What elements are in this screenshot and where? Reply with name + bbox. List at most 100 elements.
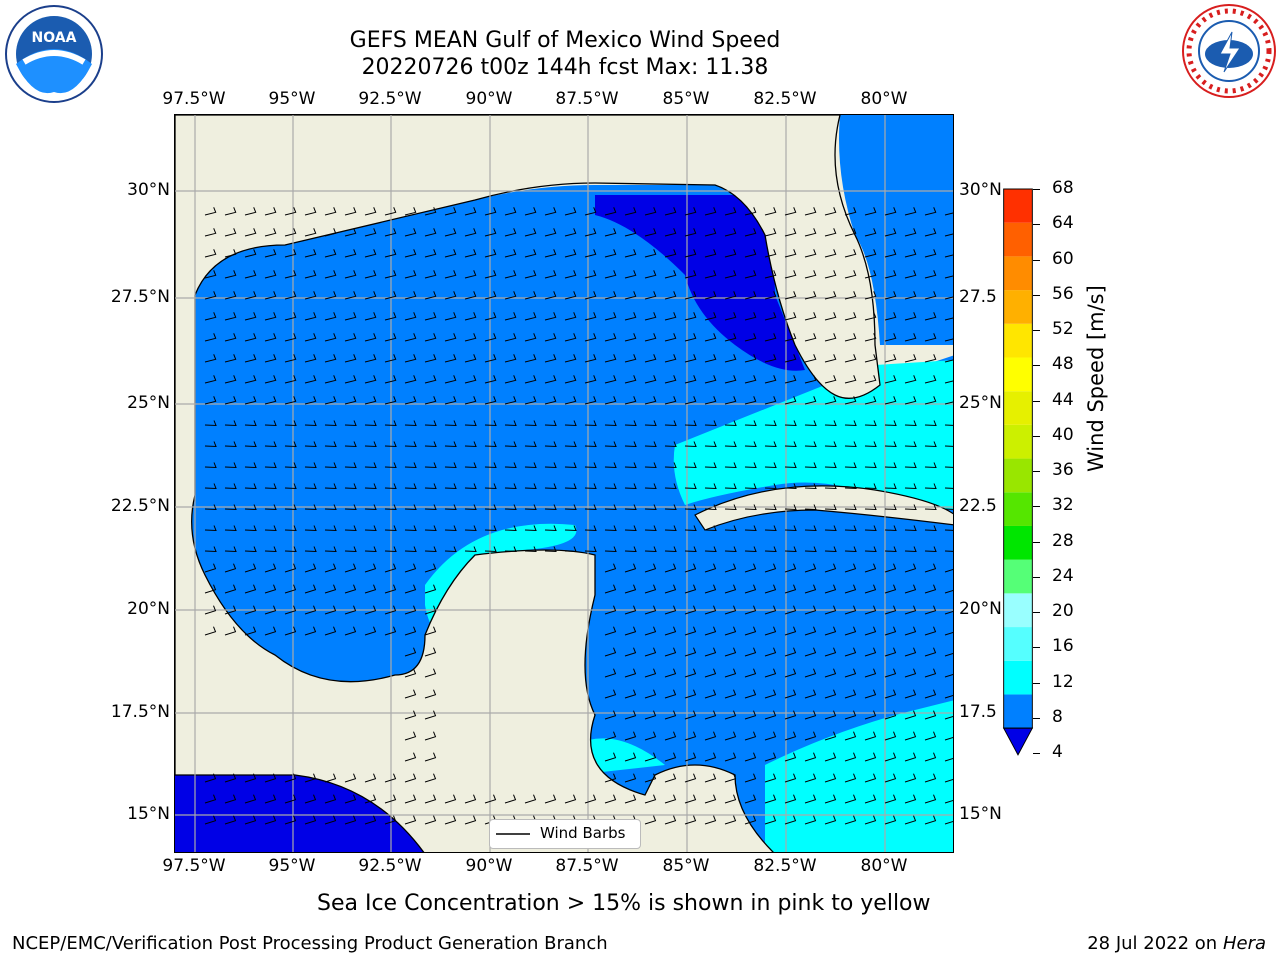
- lon-tick-top: 87.5°W: [555, 89, 619, 109]
- wind-barb: [464, 525, 477, 532]
- wind-barb: [704, 333, 717, 342]
- wind-barb: [564, 270, 577, 279]
- wind-barb: [404, 689, 417, 699]
- wind-barb: [304, 228, 317, 237]
- wind-barb: [644, 375, 657, 384]
- lon-tick-top: 85°W: [662, 89, 710, 109]
- lat-tick-left: 25°N: [127, 393, 170, 413]
- wind-barb: [424, 291, 437, 300]
- lon-tick-bottom: 92.5°W: [358, 856, 422, 876]
- wind-barb: [584, 249, 597, 258]
- wind-barb: [344, 396, 357, 405]
- yucatan-wind-field: [425, 523, 577, 645]
- wind-barb: [244, 249, 257, 258]
- wind-barb: [564, 228, 577, 237]
- wind-barb: [844, 647, 857, 657]
- wind-barb: [904, 752, 917, 762]
- wind-barb: [644, 584, 657, 594]
- wind-barb: [464, 441, 477, 448]
- atlantic-wind-field: [839, 115, 953, 345]
- wind-barb: [224, 441, 237, 448]
- wind-barb: [644, 605, 657, 615]
- wind-barb: [524, 504, 537, 511]
- wind-barb: [944, 778, 953, 783]
- wind-barb: [784, 689, 797, 699]
- wind-barb: [804, 270, 817, 279]
- wind-barb: [904, 375, 917, 384]
- wind-barb: [404, 228, 417, 237]
- wind-barb: [564, 441, 577, 448]
- wind-barb: [504, 354, 517, 363]
- wind-barb: [884, 270, 897, 279]
- wind-barb: [844, 563, 857, 573]
- wind-barb: [204, 354, 217, 363]
- wind-barb: [264, 441, 277, 448]
- wind-barb: [824, 773, 837, 783]
- wind-barb: [764, 375, 777, 384]
- wind-barb: [684, 815, 697, 825]
- wind-barb: [304, 462, 317, 469]
- wind-barb: [784, 312, 797, 321]
- wind-barb: [724, 710, 737, 720]
- wind-barb: [844, 333, 857, 342]
- wind-barb: [284, 525, 297, 532]
- wind-barb: [404, 354, 417, 363]
- wind-barb: [404, 605, 417, 615]
- wind-barb: [684, 228, 697, 237]
- wind-barb: [404, 731, 417, 741]
- wind-barb: [784, 420, 797, 427]
- wind-barb: [384, 375, 397, 384]
- wind-barb: [284, 563, 297, 573]
- wind-barb: [384, 504, 397, 511]
- wind-barb: [844, 291, 857, 300]
- wind-barb: [884, 546, 897, 553]
- wind-barb: [224, 228, 237, 237]
- wind-barb: [844, 375, 857, 384]
- lon-tick-bottom: 87.5°W: [555, 856, 619, 876]
- wind-barb: [664, 752, 677, 762]
- wind-barb: [784, 815, 797, 825]
- wind-barb: [304, 375, 317, 384]
- wind-barb: [424, 462, 437, 469]
- wind-barb: [604, 483, 617, 490]
- wind-barb: [664, 249, 677, 258]
- wind-barb: [484, 794, 497, 804]
- wind-barb: [904, 270, 917, 279]
- wind-barb: [224, 249, 237, 258]
- wind-barb: [524, 354, 537, 363]
- colorbar-tick-label: 68: [1052, 178, 1074, 198]
- wind-barb: [864, 504, 877, 511]
- wind-barb: [624, 752, 637, 762]
- wind-barb: [484, 312, 497, 321]
- wind-barb: [844, 228, 857, 237]
- wind-barb: [784, 207, 797, 216]
- wind-barb: [824, 441, 837, 448]
- wind-barb: [624, 546, 637, 553]
- wind-barb: [304, 504, 317, 511]
- wind-barb: [544, 462, 557, 469]
- wind-barb: [724, 354, 737, 363]
- wind-barb: [644, 626, 657, 636]
- wind-barb: [744, 752, 757, 762]
- wind-barb: [744, 207, 757, 216]
- wind-barb: [804, 546, 817, 553]
- wind-barb: [764, 354, 777, 363]
- wind-barb: [464, 420, 477, 427]
- wind-barb: [364, 249, 377, 258]
- colorbar-tick-label: 52: [1052, 319, 1074, 339]
- wind-barb: [644, 504, 657, 511]
- wind-barb: [224, 546, 237, 553]
- wind-barb: [384, 563, 397, 573]
- wind-barb: [724, 563, 737, 573]
- wind-barb: [804, 207, 817, 216]
- wind-barb: [424, 504, 437, 511]
- wind-barb: [784, 441, 797, 448]
- wind-barb: [624, 462, 637, 469]
- wind-barb: [244, 546, 257, 553]
- wind-barb: [224, 270, 237, 279]
- wind-barb: [324, 396, 337, 405]
- wind-barb: [824, 710, 837, 720]
- wind-barb: [284, 605, 297, 615]
- wind-barb: [524, 249, 537, 258]
- wind-barb: [624, 270, 637, 279]
